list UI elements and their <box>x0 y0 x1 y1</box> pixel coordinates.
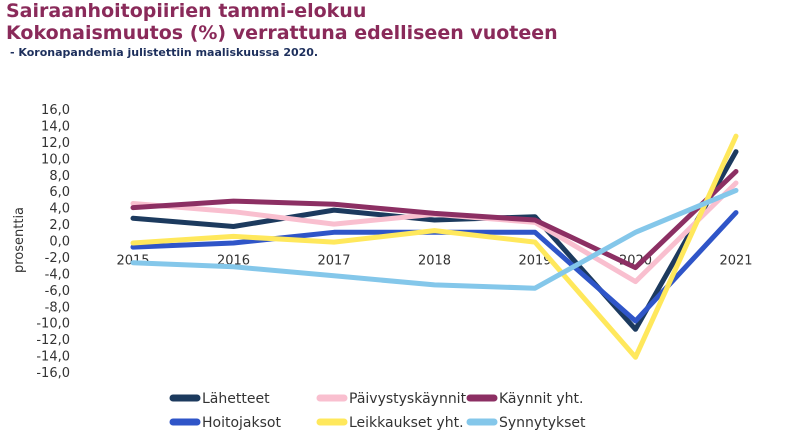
x-tick-label: 2021 <box>719 254 752 269</box>
y-tick-label: 12,0 <box>41 136 70 151</box>
y-tick-label: -6,0 <box>45 284 70 299</box>
legend-label: Leikkaukset yht. <box>349 415 464 431</box>
y-tick-label: 0,0 <box>49 235 70 250</box>
legend-label: Päivystyskäynnit <box>349 391 467 407</box>
y-tick-label: -8,0 <box>45 300 70 315</box>
y-tick-label: -4,0 <box>45 267 70 282</box>
y-tick-label: 8,0 <box>49 169 70 184</box>
x-tick-label: 2019 <box>518 254 551 269</box>
series-line-3 <box>130 169 739 271</box>
series-layer <box>130 133 739 360</box>
y-tick-label: -14,0 <box>36 350 70 365</box>
legend-item: Päivystyskäynnit <box>316 391 467 407</box>
legend-item: Lähetteet <box>169 391 270 407</box>
x-tick-label: 2018 <box>418 254 451 269</box>
y-tick-label: -12,0 <box>36 333 70 348</box>
y-axis-label: prosenttia <box>12 207 27 273</box>
legend-label: Synnytykset <box>499 415 586 431</box>
legend-item: Hoitojaksot <box>169 415 281 431</box>
y-tick-label: 14,0 <box>41 119 70 134</box>
y-tick-label: 10,0 <box>41 152 70 167</box>
chart-subtitle: - Koronapandemia julistettiin maaliskuus… <box>10 46 319 59</box>
legend-label: Lähetteet <box>202 391 270 407</box>
series-line-5 <box>130 133 739 360</box>
y-tick-label: -10,0 <box>36 317 70 332</box>
y-axis: 16,014,0 12,010,0 8,06,0 4,02,0 0,0-2,0-4,0 -… <box>36 103 70 381</box>
series-line-1 <box>130 149 739 332</box>
series-line-6 <box>130 187 739 291</box>
legend-label: Hoitojaksot <box>202 415 281 431</box>
y-tick-label: -2,0 <box>45 251 70 266</box>
legend: Lähetteet Päivystyskäynnit Käynnit yht. Hoi… <box>169 391 586 431</box>
title-line-2: Kokonaismuutos (%) verrattuna edelliseen… <box>6 22 558 44</box>
legend-item: Leikkaukset yht. <box>316 415 464 431</box>
chart-title: Sairaanhoitopiirien tammi-elokuu Kokonai… <box>6 0 558 44</box>
y-tick-label: -16,0 <box>36 366 70 381</box>
y-tick-label: 4,0 <box>49 202 70 217</box>
legend-label: Käynnit yht. <box>499 391 583 407</box>
y-tick-label: 6,0 <box>49 185 70 200</box>
legend-item: Käynnit yht. <box>466 391 583 407</box>
y-tick-label: 16,0 <box>41 103 70 118</box>
x-tick-label: 2017 <box>317 254 350 269</box>
title-line-1: Sairaanhoitopiirien tammi-elokuu <box>6 0 367 22</box>
legend-item: Synnytykset <box>466 415 586 431</box>
y-tick-label: 2,0 <box>49 218 70 233</box>
